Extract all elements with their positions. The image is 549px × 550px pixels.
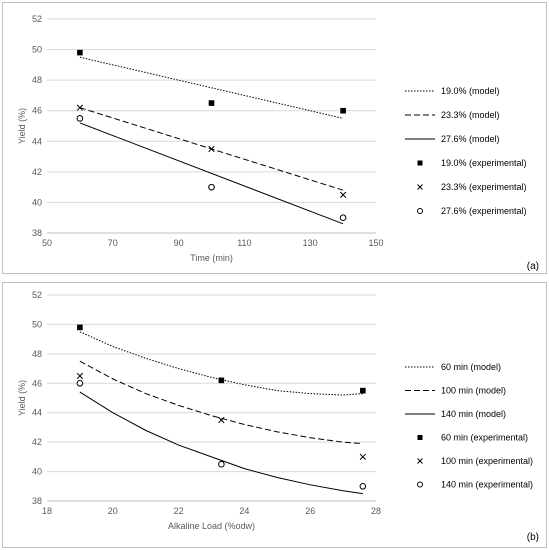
chart-a-series-27-6-experimental-point-1 — [208, 183, 215, 191]
chart-b-y-tick-label-46: 46 — [32, 378, 42, 388]
chart-b-series-100-min-model-line — [79, 360, 363, 445]
chart-panel-b: 38 40 42 44 46 48 50 52 18 20 22 24 26 28 Alkaline Loa… — [2, 282, 547, 548]
chart-a-y-tick-label-52: 52 — [32, 14, 42, 24]
chart-b-legend-100-min-experimental-swatch — [417, 458, 423, 464]
chart-b-legend-140-min-experimental-label: 140 min (experimental) — [441, 480, 533, 490]
chart-b-series-60-min-experimental-point-0 — [77, 324, 83, 331]
chart-b-y-axis-title: Yield (%) — [17, 380, 27, 416]
chart-a-legend-19-0-experimental-swatch — [417, 160, 423, 166]
chart-b-series-60-min-experimental-point-2 — [360, 387, 366, 394]
chart-b-y-tick-label-44: 44 — [32, 408, 42, 418]
chart-a-series-19-0-experimental-point-2 — [340, 107, 346, 114]
chart-b-series-100-min-experimental-point-0-stroke-2 — [76, 372, 84, 380]
chart-b-x-tick-label-26: 26 — [305, 506, 315, 516]
chart-b-series-140-min-model-line — [79, 391, 363, 495]
chart-a-series-19-0-experimental-point-0 — [77, 49, 83, 56]
chart-a-legend-23-3-model-label: 23.3% (model) — [441, 110, 500, 120]
chart-a-y-tick-label-48: 48 — [32, 75, 42, 85]
chart-b-legend-140-min-model-label: 140 min (model) — [441, 409, 506, 419]
chart-a-svg: 38 40 42 44 46 48 50 52 50 70 90 110 130 150 Time (min… — [17, 14, 539, 272]
chart-b-series-140-min-experimental-point-0 — [76, 379, 84, 387]
chart-a-y-axis-title: Yield (%) — [17, 108, 27, 144]
chart-a-series-23-3-experimental-point-1 — [208, 145, 215, 153]
chart-a-y-tick-label-50: 50 — [32, 45, 42, 55]
chart-b-svg: 38 40 42 44 46 48 50 52 18 20 22 24 26 28 Alkaline Loa… — [17, 290, 539, 543]
chart-b-series-100-min-experimental-point-1-stroke-2 — [218, 416, 225, 424]
chart-b-series-100-min-experimental-point-2-stroke-2 — [359, 453, 366, 461]
chart-a-y-tick-label-46: 46 — [32, 106, 42, 116]
chart-a-x-tick-label-110: 110 — [237, 238, 251, 248]
chart-a-legend-23-3-experimental-swatch — [417, 184, 423, 190]
chart-a-legend-27-6-experimental-label: 27.6% (experimental) — [441, 206, 527, 216]
chart-b-y-tick-label-48: 48 — [32, 349, 42, 359]
chart-a-series-23-3-experimental-point-2-stroke-2 — [339, 191, 347, 198]
chart-b-series-140-min-experimental-point-1 — [218, 460, 225, 468]
chart-b-x-tick-label-24: 24 — [239, 506, 249, 516]
chart-b-y-tick-label-52: 52 — [32, 290, 42, 300]
chart-a-legend-23-3-experimental-swatch-stroke-2 — [417, 184, 423, 190]
chart-b-series-60-min-experimental-point-1 — [218, 377, 225, 384]
chart-a-x-tick-label-50: 50 — [42, 238, 52, 248]
chart-a-legend-27-6-experimental-swatch — [417, 208, 423, 214]
chart-b-legend-100-min-model-label: 100 min (model) — [441, 386, 506, 396]
chart-a-x-tick-label-150: 150 — [368, 238, 383, 248]
chart-a-y-tick-label-42: 42 — [32, 167, 42, 177]
chart-b-y-tick-label-50: 50 — [32, 319, 42, 329]
chart-a-series-27-6-experimental-point-2 — [339, 214, 347, 222]
chart-a-series-23-3-experimental-point-0 — [76, 104, 84, 111]
chart-a-series-27-6-model-line — [79, 122, 344, 225]
chart-b-y-tick-label-42: 42 — [32, 437, 42, 447]
chart-b-legend-100-min-experimental-swatch-stroke-2 — [417, 458, 423, 464]
chart-a-y-tick-label-40: 40 — [32, 197, 42, 207]
chart-b-x-axis-title: Alkaline Load (%odw) — [168, 521, 255, 531]
chart-b-x-tick-label-22: 22 — [174, 506, 184, 516]
chart-b-series-100-min-experimental-point-2 — [359, 453, 366, 461]
chart-a-legend-19-0-experimental-label: 19.0% (experimental) — [441, 158, 527, 168]
chart-b-legend-60-min-experimental-swatch — [417, 435, 423, 440]
chart-a-y-tick-label-38: 38 — [32, 228, 42, 238]
chart-b-legend-60-min-model-label: 60 min (model) — [441, 362, 501, 372]
chart-b-series-60-min-model-line — [79, 331, 363, 396]
chart-b-series-140-min-experimental-point-2 — [359, 482, 367, 490]
chart-b-legend-140-min-experimental-swatch — [417, 481, 423, 488]
chart-a-series-23-3-experimental-point-2 — [339, 191, 347, 198]
chart-b-x-tick-label-28: 28 — [371, 506, 381, 516]
chart-a-series-19-0-model-line — [79, 56, 344, 119]
chart-panel-a: 38 40 42 44 46 48 50 52 50 70 90 110 130 150 Time (min… — [2, 2, 547, 274]
chart-a-series-27-6-experimental-point-0 — [76, 115, 84, 122]
chart-a-x-tick-label-90: 90 — [174, 238, 184, 248]
chart-b-panel-label: (b) — [527, 532, 539, 543]
chart-b-x-tick-label-18: 18 — [42, 506, 52, 516]
chart-a-series-19-0-experimental-point-1 — [208, 100, 215, 106]
chart-a-legend-19-0-model-label: 19.0% (model) — [441, 86, 500, 96]
chart-a-x-tick-label-70: 70 — [108, 238, 118, 248]
chart-b-series-100-min-experimental-point-0 — [76, 372, 84, 380]
chart-a-panel-label: (a) — [527, 261, 539, 272]
chart-a-series-23-3-experimental-point-0-stroke-2 — [76, 104, 84, 111]
chart-a-x-tick-label-130: 130 — [303, 238, 318, 248]
chart-a-legend-27-6-model-label: 27.6% (model) — [441, 134, 500, 144]
chart-a-legend-23-3-experimental-label: 23.3% (experimental) — [441, 182, 527, 192]
chart-b-series-100-min-experimental-point-1 — [218, 416, 225, 424]
chart-a-series-23-3-experimental-point-1-stroke-2 — [208, 145, 215, 153]
chart-b-legend-100-min-experimental-label: 100 min (experimental) — [441, 456, 533, 466]
chart-b-legend-60-min-experimental-label: 60 min (experimental) — [441, 433, 528, 443]
chart-a-y-tick-label-44: 44 — [32, 136, 42, 146]
chart-b-y-tick-label-38: 38 — [32, 496, 42, 506]
chart-b-y-tick-label-40: 40 — [32, 467, 42, 477]
chart-b-x-tick-label-20: 20 — [108, 506, 118, 516]
chart-a-x-axis-title: Time (min) — [190, 253, 233, 263]
